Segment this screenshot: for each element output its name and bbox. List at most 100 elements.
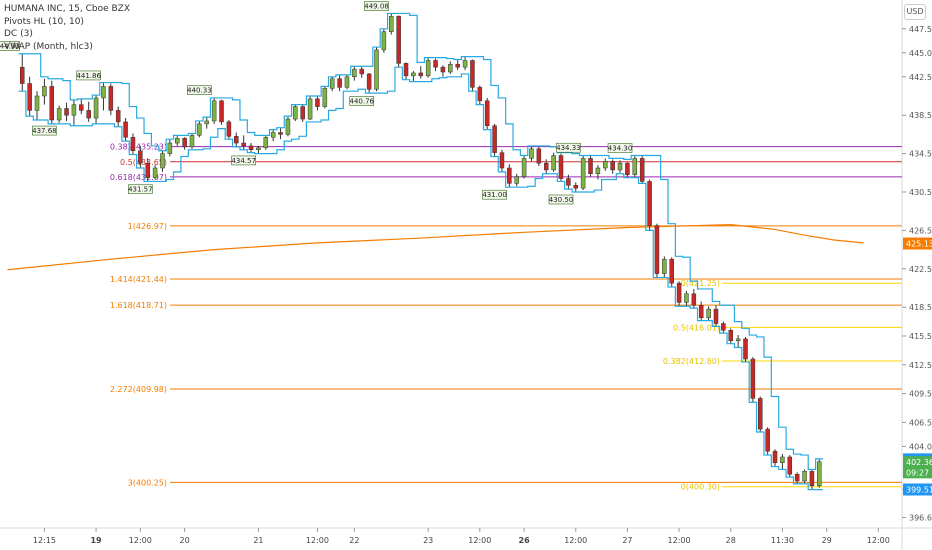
pivot-label-text: 434.57: [231, 157, 256, 165]
fib-level-label-right: 0(400.30): [681, 483, 720, 492]
pivot-label: 434.33: [556, 142, 581, 153]
candle-body: [455, 64, 460, 68]
pivot-label-box: [187, 85, 212, 95]
candle-body: [322, 88, 328, 107]
candle-body: [366, 73, 372, 90]
chart-legend: HUMANA INC, 15, Cboe BZX Pivots HL (10, …: [4, 3, 130, 53]
candle-body: [817, 461, 822, 487]
candle-body: [440, 66, 446, 73]
y-tick-label: 426.50: [909, 226, 932, 235]
donchian-upper: [18, 12, 823, 471]
candle-body: [27, 83, 32, 111]
candle-body: [654, 225, 660, 274]
x-tick-label: 26: [519, 536, 531, 545]
x-tick-label: 12:00: [129, 536, 152, 545]
candle-body: [536, 148, 542, 164]
pivot-label-box: [32, 125, 57, 136]
candle-body: [735, 338, 741, 342]
pivot-label-text: 431.57: [128, 186, 153, 194]
candle-body: [182, 137, 187, 148]
candle-body: [226, 121, 232, 137]
candle-body: [529, 148, 534, 159]
currency-button[interactable]: USD: [904, 4, 926, 20]
x-tick-label: 12:00: [867, 536, 890, 545]
donchian-lower: [18, 66, 823, 491]
candle-body: [573, 185, 579, 189]
pivot-label: 431.57: [128, 184, 153, 195]
candle-body: [152, 167, 158, 178]
candle-body: [219, 100, 224, 123]
candle-body: [750, 358, 756, 399]
candle-body: [698, 305, 704, 319]
x-tick-label: 12:00: [306, 536, 329, 545]
pivot-label-text: 441.86: [76, 72, 101, 80]
pivot-label-text: 437.68: [32, 127, 57, 135]
candle-body: [551, 155, 556, 171]
x-tick-label: 12:00: [668, 536, 691, 545]
fib-level-label-right: 0.5(416.01): [673, 323, 720, 332]
candle-body: [780, 456, 785, 463]
pivot-label-text: 430.50: [549, 196, 574, 204]
pivot-label: 434.30: [607, 143, 633, 153]
candle-body: [278, 132, 283, 135]
vwap-line: [7, 224, 864, 271]
candle-body: [743, 338, 748, 360]
candle-body: [514, 176, 519, 184]
candle-body: [389, 16, 394, 32]
y-tick-label: 409.50: [909, 390, 932, 399]
pivot-label-text: 440.76: [349, 98, 374, 106]
candle-body: [42, 86, 47, 97]
pivots-indicator-label[interactable]: Pivots HL (10, 10): [4, 16, 84, 27]
candle-body: [477, 87, 483, 102]
candle-body: [721, 323, 726, 331]
candle-body: [588, 158, 593, 175]
price-badge: [903, 456, 932, 469]
candle-body: [248, 145, 254, 151]
candle-body: [418, 72, 424, 77]
candle-body: [706, 308, 711, 319]
fib-level-label: 1.618(418.71): [110, 301, 167, 310]
candle-body: [396, 16, 401, 64]
price-badge-label: 399.51: [906, 486, 932, 495]
candle-body: [521, 158, 527, 177]
y-tick-label: 430.50: [909, 188, 932, 197]
candle-body: [381, 31, 387, 51]
vwap-indicator-label[interactable]: VWAP (Month, hlc3): [4, 41, 93, 52]
candle-body: [329, 78, 335, 89]
x-tick-label: 23: [423, 536, 433, 545]
candle-body: [802, 471, 807, 482]
pivot-label: 449.08: [364, 1, 389, 11]
x-tick-label: 19: [90, 536, 102, 545]
candle-body: [470, 60, 475, 88]
candle-body: [108, 86, 114, 111]
pivot-label-box: [556, 142, 581, 153]
candle-body: [411, 72, 416, 77]
candle-body: [307, 98, 313, 120]
candle-body: [462, 60, 468, 68]
y-tick-label: 396.60: [909, 513, 932, 522]
candle-body: [167, 142, 173, 154]
candle-body: [684, 293, 689, 303]
fib-level-label: 0.382(435.23): [110, 143, 167, 152]
x-tick-label: 12:00: [564, 536, 587, 545]
x-tick-label: 28: [726, 536, 736, 545]
pivot-label-box: [231, 155, 256, 166]
candle-body: [566, 178, 571, 186]
candle-body: [49, 86, 55, 121]
candle-body: [204, 120, 210, 125]
candle-body: [662, 258, 667, 274]
candle-body: [632, 158, 638, 175]
candle-body: [352, 68, 357, 78]
candle-body: [344, 76, 350, 88]
candle-body: [728, 329, 733, 342]
donchian-indicator-label[interactable]: DC (3): [4, 29, 33, 39]
candle-body: [86, 110, 91, 119]
y-tick-label: 442.50: [909, 73, 932, 82]
candle-body: [758, 398, 763, 430]
fib-level-label: 2.272(409.98): [110, 385, 167, 394]
candle-body: [256, 147, 261, 151]
pivot-label-text: 440.33: [187, 87, 212, 95]
candle-body: [809, 471, 815, 487]
price-badge: [903, 466, 932, 479]
